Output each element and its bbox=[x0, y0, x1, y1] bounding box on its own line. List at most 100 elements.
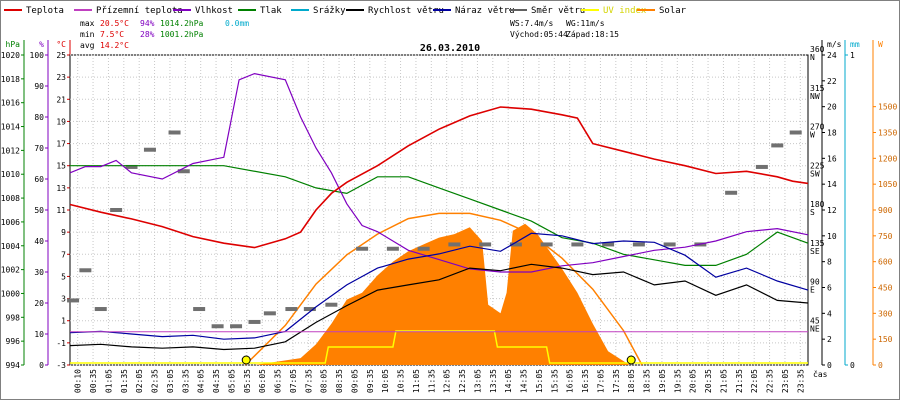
pct-tick-label-3: 30 bbox=[34, 268, 44, 277]
pct-unit: % bbox=[39, 40, 44, 49]
x-tick-label-1: 00:35 bbox=[89, 369, 98, 393]
wind-dir-sample-1 bbox=[79, 268, 92, 273]
dir-tick-label-2: 135 bbox=[810, 239, 825, 248]
wind-dir-sample-19 bbox=[448, 242, 461, 247]
pct-tick-label-5: 50 bbox=[34, 206, 44, 215]
x-tick-label-9: 04:35 bbox=[212, 369, 221, 393]
ms-tick-label-7: 14 bbox=[827, 180, 837, 189]
hpa-tick-label-3: 1000 bbox=[1, 289, 20, 298]
degc-tick-label-4: 5 bbox=[61, 272, 66, 281]
wind-dir-sample-30 bbox=[771, 143, 784, 148]
ms-tick-label-4: 8 bbox=[827, 258, 832, 267]
series-uv-index bbox=[70, 330, 808, 364]
degc-unit: °C bbox=[56, 40, 66, 49]
series-wind-direction bbox=[67, 130, 802, 329]
x-tick-label-43: 21:35 bbox=[735, 369, 744, 393]
dir-tick-label-7: 360 bbox=[810, 45, 825, 54]
mm-unit: mm bbox=[850, 40, 860, 49]
ms-tick-label-9: 18 bbox=[827, 129, 837, 138]
x-tick-label-11: 05:35 bbox=[243, 369, 252, 393]
legend-label-2: Vlhkost bbox=[195, 6, 233, 16]
wind-dir-sample-21 bbox=[509, 242, 522, 247]
pct-tick-label-4: 40 bbox=[34, 237, 44, 246]
pct-tick-label-1: 10 bbox=[34, 330, 44, 339]
x-axis-label: čas bbox=[813, 369, 828, 379]
wind-dir-sample-29 bbox=[755, 164, 768, 169]
x-tick-label-38: 19:05 bbox=[658, 369, 667, 393]
x-tick-label-0: 00:10 bbox=[74, 369, 83, 393]
degc-tick-label-2: 1 bbox=[61, 317, 66, 326]
x-tick-label-20: 10:05 bbox=[381, 369, 390, 393]
wind-dir-sample-23 bbox=[571, 242, 584, 247]
hpa-unit: hPa bbox=[6, 40, 21, 49]
ms-tick-label-11: 22 bbox=[827, 77, 837, 86]
dir-compass-1: E bbox=[810, 286, 815, 295]
x-tick-label-17: 08:35 bbox=[335, 369, 344, 393]
w-tick-label-7: 1050 bbox=[878, 180, 897, 189]
hpa-tick-label-5: 1004 bbox=[1, 242, 20, 251]
degc-tick-label-8: 13 bbox=[56, 184, 66, 193]
wind-dir-sample-17 bbox=[386, 246, 399, 251]
x-tick-label-45: 22:35 bbox=[766, 369, 775, 393]
x-tick-label-23: 11:35 bbox=[427, 369, 436, 393]
degc-tick-label-6: 9 bbox=[61, 228, 66, 237]
hpa-tick-label-1: 996 bbox=[6, 337, 21, 346]
x-tick-label-47: 23:35 bbox=[796, 369, 805, 393]
x-tick-label-37: 18:35 bbox=[643, 369, 652, 393]
x-tick-label-27: 13:35 bbox=[489, 369, 498, 393]
ms-tick-label-0: 0 bbox=[827, 361, 832, 370]
dir-compass-6: NW bbox=[810, 92, 820, 101]
degc-tick-label-1: -1 bbox=[56, 339, 66, 348]
hpa-tick-label-10: 1014 bbox=[1, 123, 20, 132]
wind-dir-sample-6 bbox=[168, 130, 181, 135]
stats-wind-speed: WS:7.4m/s bbox=[510, 19, 554, 28]
ms-unit: m/s bbox=[827, 40, 842, 49]
stats-sunset: Západ:18:15 bbox=[566, 30, 619, 39]
stats-avg-label: avg bbox=[80, 41, 95, 50]
x-tick-label-35: 17:35 bbox=[612, 369, 621, 393]
ms-tick-label-2: 4 bbox=[827, 309, 832, 318]
wind-dir-sample-25 bbox=[632, 242, 645, 247]
legend-label-8: UV index bbox=[603, 6, 647, 16]
mm-tick-label-1: 1 bbox=[850, 51, 855, 60]
dir-compass-0: NE bbox=[810, 324, 820, 333]
wind-dir-sample-15 bbox=[325, 302, 338, 307]
legend-label-0: Teplota bbox=[26, 6, 64, 16]
x-tick-label-31: 15:35 bbox=[550, 369, 559, 393]
legend-label-9: Solar bbox=[659, 6, 687, 16]
x-tick-label-13: 06:35 bbox=[274, 369, 283, 393]
x-tick-label-14: 07:05 bbox=[289, 369, 298, 393]
dir-compass-2: SE bbox=[810, 247, 820, 256]
x-tick-label-30: 15:05 bbox=[535, 369, 544, 393]
w-tick-label-10: 1500 bbox=[878, 103, 897, 112]
stats-max-label: max bbox=[80, 19, 95, 28]
right-axes: 45NE90E135SE180S225SW270W315NW360N024681… bbox=[810, 40, 897, 370]
degc-tick-label-7: 11 bbox=[56, 206, 66, 215]
x-tick-label-21: 10:35 bbox=[397, 369, 406, 393]
sunrise-marker bbox=[241, 355, 251, 365]
wind-dir-sample-0 bbox=[67, 298, 80, 303]
wind-dir-sample-10 bbox=[230, 324, 243, 329]
degc-tick-label-9: 15 bbox=[56, 162, 66, 171]
dir-compass-7: N bbox=[810, 53, 815, 62]
x-tick-label-6: 03:05 bbox=[166, 369, 175, 393]
degc-tick-label-0: -3 bbox=[56, 361, 66, 370]
sunset-marker bbox=[626, 355, 636, 365]
x-tick-label-7: 03:35 bbox=[181, 369, 190, 393]
pct-tick-label-10: 100 bbox=[30, 51, 45, 60]
dir-compass-5: W bbox=[810, 131, 815, 140]
hpa-tick-label-12: 1018 bbox=[1, 75, 20, 84]
stats-min-temp: 7.5°C bbox=[100, 30, 124, 39]
degc-tick-label-12: 21 bbox=[56, 95, 66, 104]
wind-dir-sample-20 bbox=[479, 242, 492, 247]
x-tick-label-8: 04:05 bbox=[197, 369, 206, 393]
w-tick-label-3: 450 bbox=[878, 284, 893, 293]
stats-max-rain: 0.0mm bbox=[225, 19, 249, 28]
pct-tick-label-0: 0 bbox=[39, 361, 44, 370]
stats-max-humidity: 94% bbox=[140, 19, 155, 28]
x-tick-label-39: 19:35 bbox=[673, 369, 682, 393]
wind-dir-sample-18 bbox=[417, 246, 430, 251]
wind-dir-sample-16 bbox=[356, 246, 369, 251]
ms-tick-label-10: 20 bbox=[827, 103, 837, 112]
pct-tick-label-9: 90 bbox=[34, 82, 44, 91]
